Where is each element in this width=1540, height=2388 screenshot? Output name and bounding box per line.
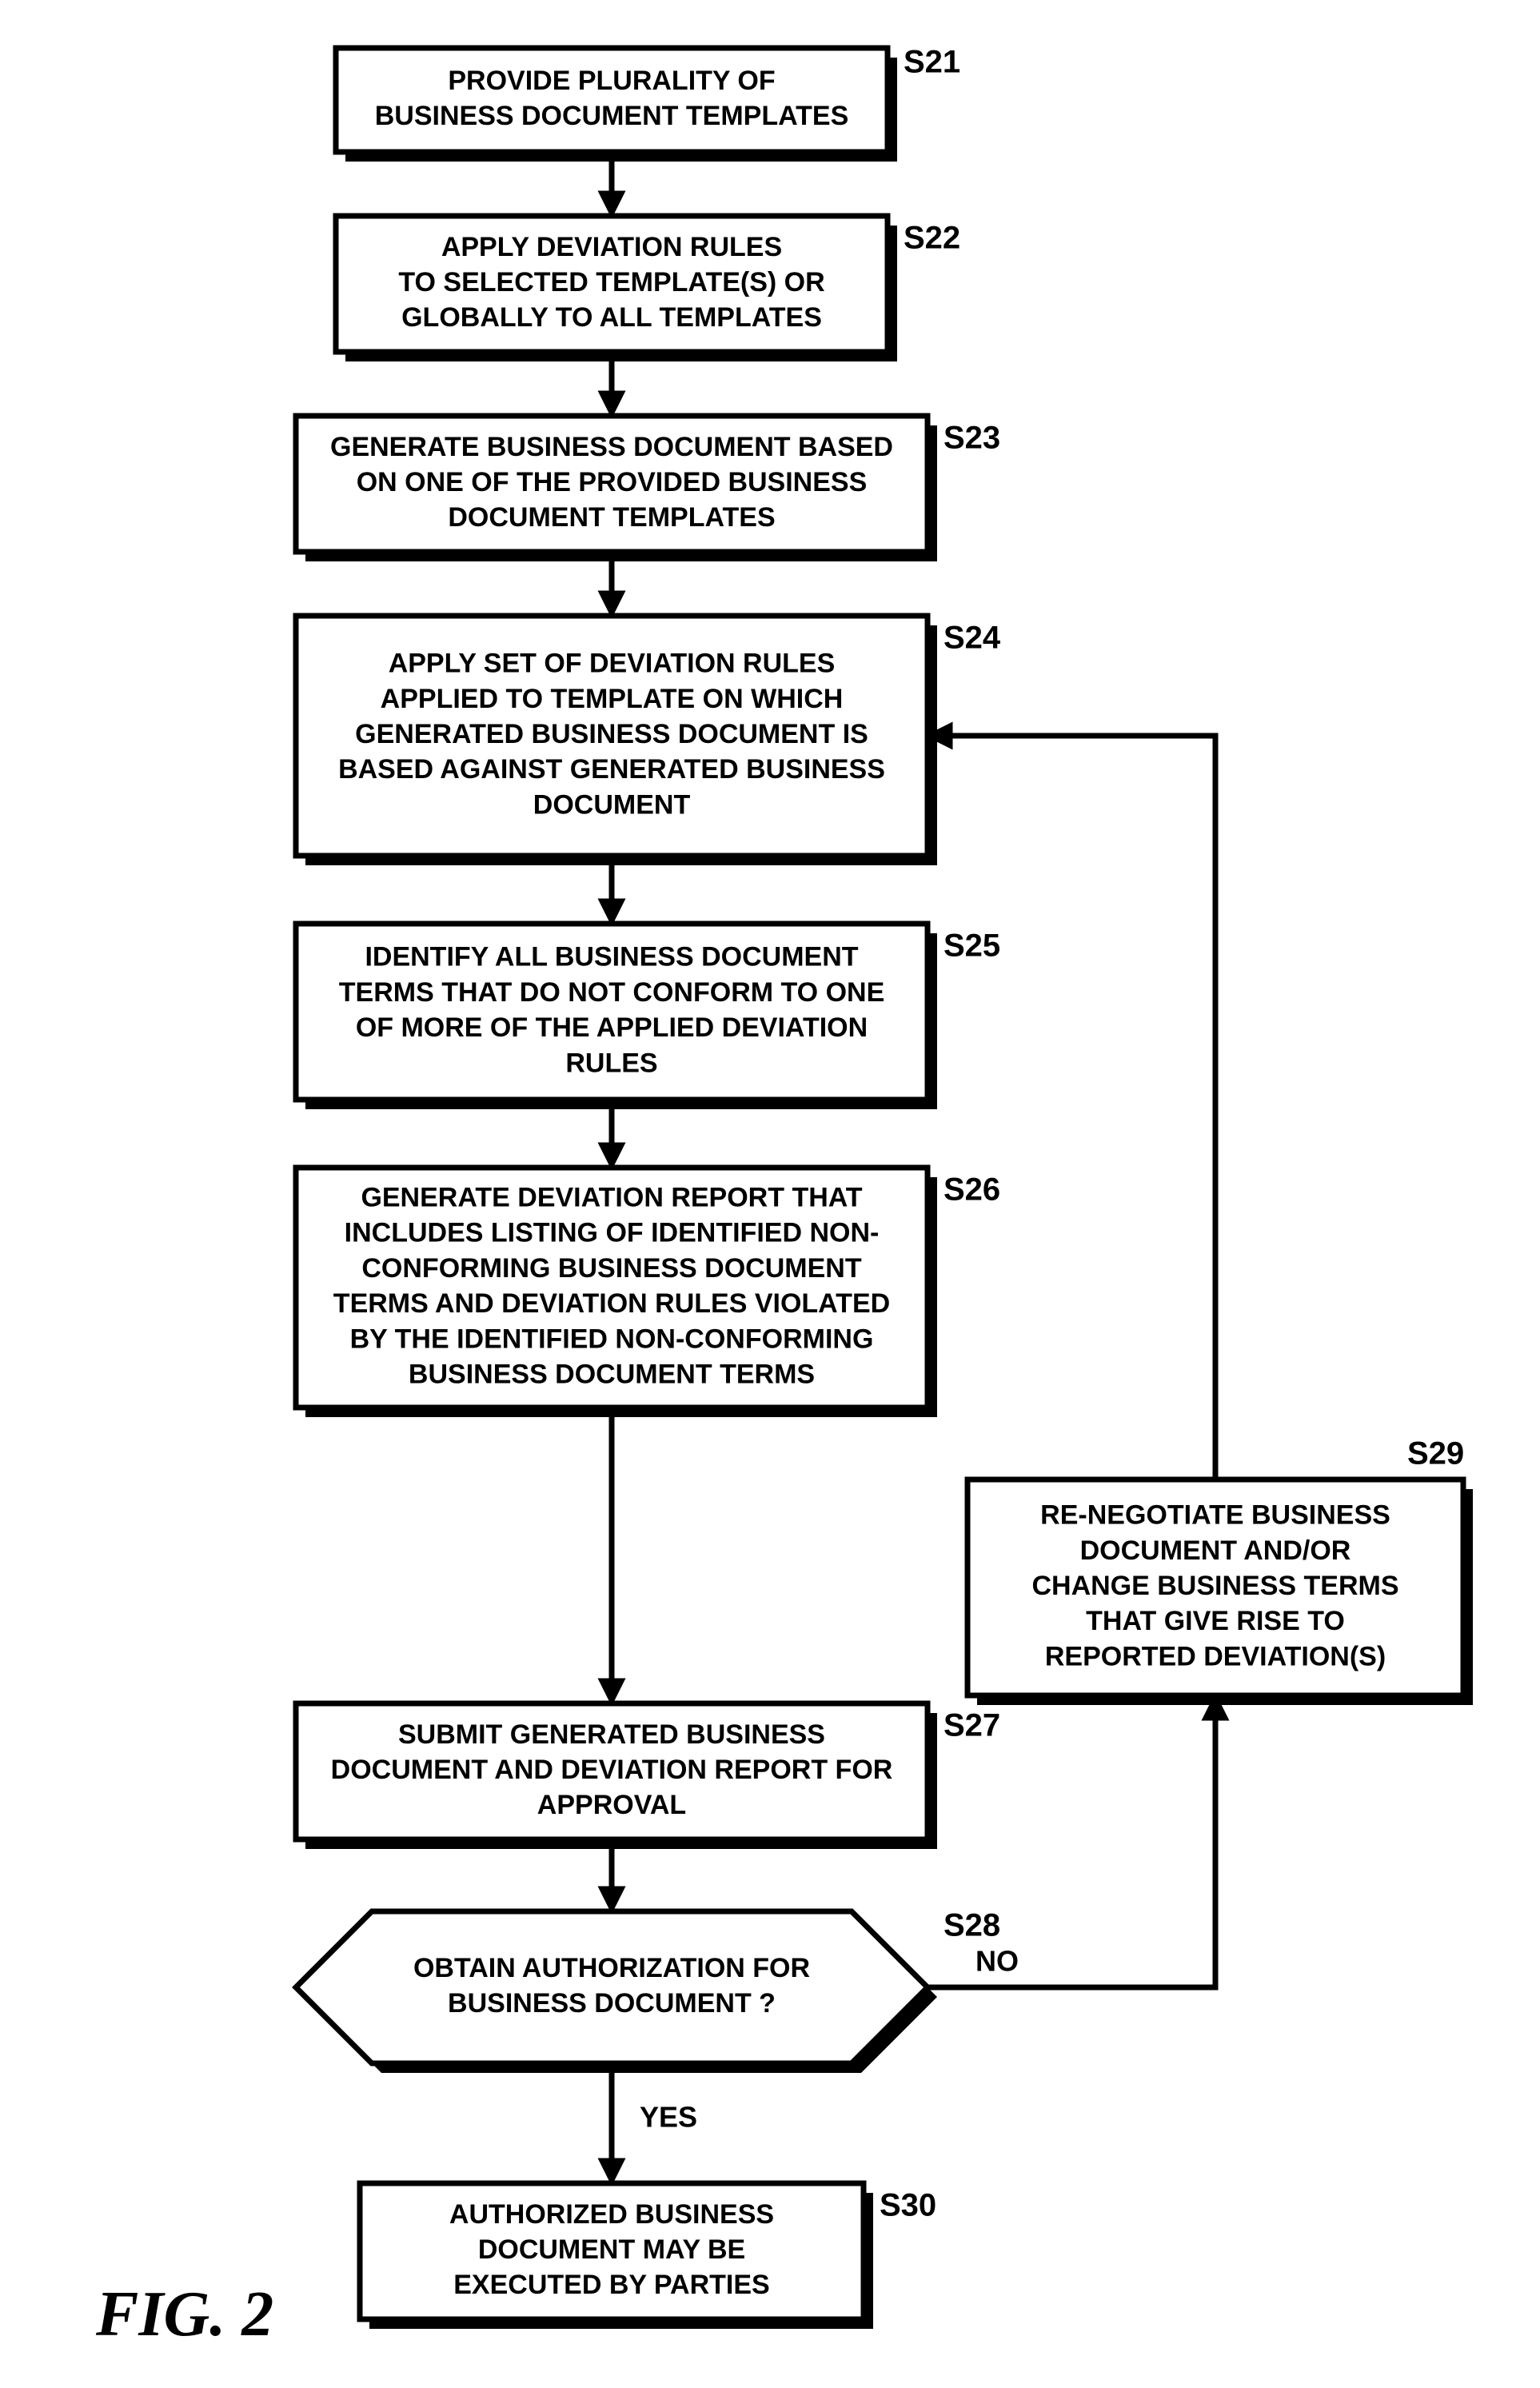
svg-text:S21: S21	[904, 45, 960, 80]
svg-text:DOCUMENT MAY BE: DOCUMENT MAY BE	[478, 2234, 745, 2265]
svg-text:S22: S22	[904, 221, 960, 256]
svg-text:CHANGE BUSINESS TERMS: CHANGE BUSINESS TERMS	[1031, 1571, 1398, 1601]
svg-text:S30: S30	[880, 2188, 936, 2223]
svg-text:RULES: RULES	[565, 1048, 657, 1078]
svg-text:GENERATE BUSINESS DOCUMENT BAS: GENERATE BUSINESS DOCUMENT BASED	[330, 432, 893, 462]
svg-text:GENERATED BUSINESS DOCUMENT IS: GENERATED BUSINESS DOCUMENT IS	[355, 719, 868, 749]
svg-text:PROVIDE PLURALITY OF: PROVIDE PLURALITY OF	[448, 66, 775, 96]
svg-text:IDENTIFY ALL BUSINESS DOCUMENT: IDENTIFY ALL BUSINESS DOCUMENT	[365, 942, 858, 972]
svg-text:BUSINESS DOCUMENT TEMPLATES: BUSINESS DOCUMENT TEMPLATES	[375, 101, 849, 131]
svg-text:OF MORE OF THE APPLIED DEVIATI: OF MORE OF THE APPLIED DEVIATION	[356, 1012, 868, 1043]
svg-text:DOCUMENT AND/OR: DOCUMENT AND/OR	[1080, 1535, 1351, 1566]
svg-text:CONFORMING BUSINESS DOCUMENT: CONFORMING BUSINESS DOCUMENT	[361, 1253, 861, 1284]
svg-text:TERMS AND DEVIATION RULES VIOL: TERMS AND DEVIATION RULES VIOLATED	[333, 1288, 890, 1319]
svg-text:S24: S24	[944, 621, 1001, 656]
svg-text:NO: NO	[975, 1945, 1019, 1978]
svg-text:RE-NEGOTIATE BUSINESS: RE-NEGOTIATE BUSINESS	[1040, 1500, 1390, 1531]
svg-text:S25: S25	[944, 928, 1000, 964]
svg-text:INCLUDES LISTING OF IDENTIFIED: INCLUDES LISTING OF IDENTIFIED NON-	[345, 1218, 880, 1248]
svg-text:S26: S26	[944, 1172, 1000, 1208]
svg-text:TO SELECTED TEMPLATE(S) OR: TO SELECTED TEMPLATE(S) OR	[398, 267, 824, 298]
svg-text:APPLIED TO TEMPLATE ON WHICH: APPLIED TO TEMPLATE ON WHICH	[381, 684, 844, 714]
svg-text:BUSINESS DOCUMENT ?: BUSINESS DOCUMENT ?	[448, 1988, 776, 2019]
svg-text:OBTAIN AUTHORIZATION FOR: OBTAIN AUTHORIZATION FOR	[413, 1953, 810, 1983]
svg-text:DOCUMENT AND DEVIATION REPORT: DOCUMENT AND DEVIATION REPORT FOR	[331, 1755, 893, 1785]
figure-label: FIG. 2	[95, 2279, 273, 2350]
svg-text:SUBMIT GENERATED BUSINESS: SUBMIT GENERATED BUSINESS	[398, 1719, 825, 1750]
svg-text:S29: S29	[1407, 1436, 1464, 1472]
svg-text:TERMS THAT DO NOT CONFORM TO O: TERMS THAT DO NOT CONFORM TO ONE	[339, 977, 885, 1008]
svg-text:DOCUMENT: DOCUMENT	[533, 789, 691, 820]
svg-text:APPLY DEVIATION RULES: APPLY DEVIATION RULES	[441, 232, 782, 262]
svg-text:ON ONE OF THE PROVIDED BUSINES: ON ONE OF THE PROVIDED BUSINESS	[357, 467, 868, 497]
svg-text:AUTHORIZED BUSINESS: AUTHORIZED BUSINESS	[449, 2199, 774, 2230]
flow-connector	[928, 736, 1215, 1480]
svg-text:DOCUMENT TEMPLATES: DOCUMENT TEMPLATES	[448, 502, 775, 533]
svg-text:BUSINESS DOCUMENT TERMS: BUSINESS DOCUMENT TERMS	[409, 1359, 815, 1389]
svg-text:APPROVAL: APPROVAL	[537, 1790, 686, 1820]
svg-text:S23: S23	[944, 421, 1000, 456]
svg-text:S28: S28	[944, 1908, 1000, 1943]
svg-text:GENERATE DEVIATION REPORT THAT: GENERATE DEVIATION REPORT THAT	[361, 1182, 862, 1212]
svg-text:EXECUTED BY PARTIES: EXECUTED BY PARTIES	[453, 2270, 769, 2300]
svg-text:APPLY SET OF DEVIATION RULES: APPLY SET OF DEVIATION RULES	[389, 649, 836, 679]
svg-text:S27: S27	[944, 1708, 1000, 1743]
svg-text:BASED AGAINST GENERATED BUSINE: BASED AGAINST GENERATED BUSINESS	[338, 754, 885, 785]
svg-text:THAT GIVE RISE TO: THAT GIVE RISE TO	[1086, 1606, 1345, 1636]
svg-text:REPORTED DEVIATION(S): REPORTED DEVIATION(S)	[1045, 1641, 1386, 1671]
svg-text:BY THE IDENTIFIED NON-CONFORMI: BY THE IDENTIFIED NON-CONFORMING	[350, 1324, 874, 1354]
svg-text:YES: YES	[640, 2101, 697, 2134]
svg-text:GLOBALLY TO ALL TEMPLATES: GLOBALLY TO ALL TEMPLATES	[401, 302, 822, 333]
